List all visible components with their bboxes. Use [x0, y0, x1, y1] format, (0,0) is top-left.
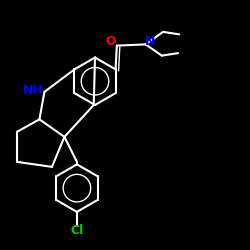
- Text: N: N: [145, 35, 155, 48]
- Text: O: O: [105, 35, 116, 49]
- Text: Cl: Cl: [70, 224, 84, 236]
- Text: NH: NH: [23, 84, 44, 97]
